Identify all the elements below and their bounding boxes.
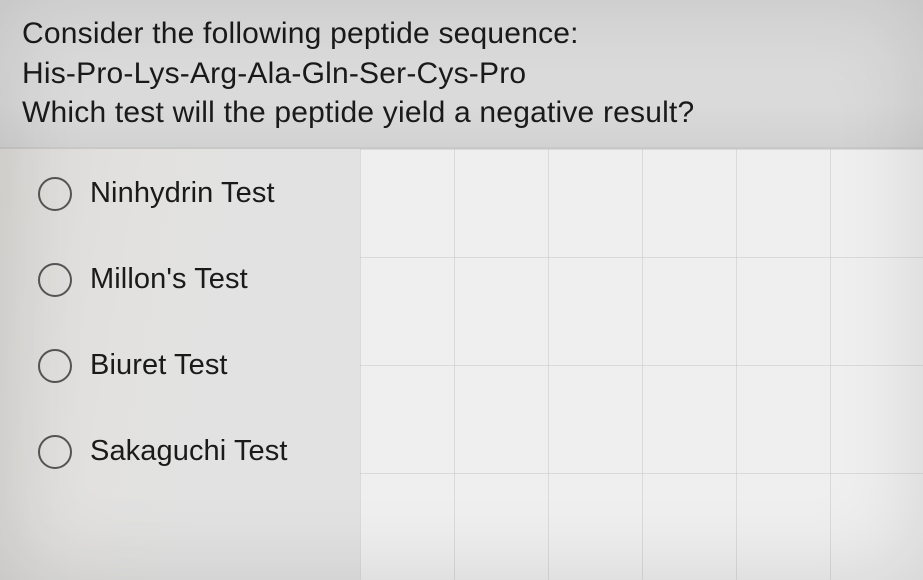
answers-area: Ninhydrin Test Millon's Test Biuret Test… — [0, 149, 923, 580]
radio-icon — [38, 349, 72, 383]
option-label: Ninhydrin Test — [90, 177, 275, 210]
radio-icon — [38, 435, 72, 469]
option-biuret[interactable]: Biuret Test — [38, 349, 923, 383]
question-stem: Consider the following peptide sequence:… — [0, 0, 923, 149]
option-label: Millon's Test — [90, 263, 248, 296]
option-ninhydrin[interactable]: Ninhydrin Test — [38, 177, 923, 211]
question-line-1: Consider the following peptide sequence: — [22, 14, 901, 54]
radio-icon — [38, 177, 72, 211]
question-line-3: Which test will the peptide yield a nega… — [22, 93, 901, 133]
option-millon[interactable]: Millon's Test — [38, 263, 923, 297]
radio-icon — [38, 263, 72, 297]
option-sakaguchi[interactable]: Sakaguchi Test — [38, 435, 923, 469]
option-label: Biuret Test — [90, 349, 228, 382]
option-label: Sakaguchi Test — [90, 435, 288, 468]
options-list: Ninhydrin Test Millon's Test Biuret Test… — [0, 149, 923, 469]
question-line-2: His-Pro-Lys-Arg-Ala-Gln-Ser-Cys-Pro — [22, 54, 901, 94]
